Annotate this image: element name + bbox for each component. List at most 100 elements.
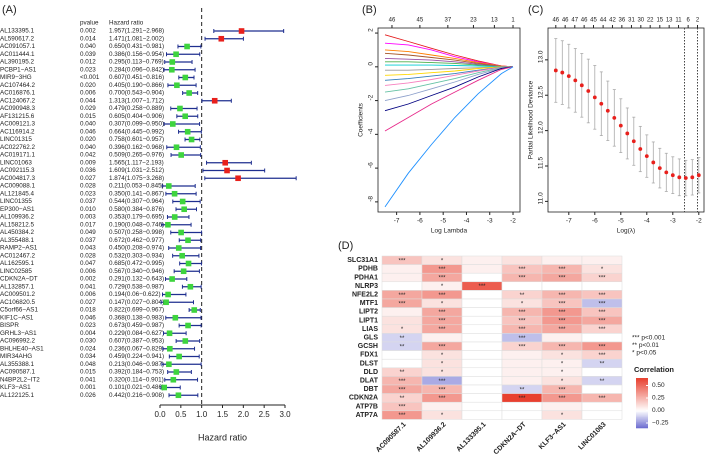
p-value: 0.015 [80, 113, 96, 120]
top-label: 46 [552, 18, 559, 24]
hr-label: 0.507(0.258−0.998) [109, 229, 164, 236]
star: *** [398, 293, 406, 299]
colorbar-step [636, 403, 648, 405]
row-label: LINC01315 [0, 136, 32, 143]
row-label: AC004817.3 [0, 175, 36, 182]
hr-point [185, 260, 192, 267]
column-label: KLF3−AS1 [538, 421, 568, 451]
hr-point [170, 376, 177, 383]
p-value: 0.046 [80, 128, 96, 135]
colorbar-step [636, 409, 648, 411]
hr-point [178, 152, 185, 158]
heat-cell [461, 384, 503, 394]
y-tick-label: 13.0 [538, 50, 545, 63]
row-label: AC092115.3 [0, 167, 35, 174]
p-value: 0.002 [80, 28, 96, 35]
heat-cell [461, 298, 503, 308]
star: * [441, 284, 444, 290]
p-value: 0.012 [80, 59, 96, 66]
colorbar-step [636, 378, 648, 380]
cv-point [670, 173, 675, 178]
p-value: 0.034 [80, 353, 96, 360]
row-label: AC009501.2 [0, 291, 36, 298]
star: *** [558, 387, 566, 393]
colorbar-step [636, 388, 648, 390]
hr-label: 0.229(0.084−0.627) [109, 330, 164, 337]
hr-label: 0.405(0.190−0.866) [109, 82, 164, 89]
row-label: LIAS [362, 326, 378, 333]
top-label: 11 [675, 18, 682, 24]
star: *** [598, 344, 606, 350]
p-value: 0.048 [80, 361, 96, 368]
cv-point [677, 175, 682, 180]
row-label: LIPT2 [359, 309, 378, 316]
hr-label: 0.607(0.451−0.816) [109, 74, 164, 81]
row-label: N4BP2L2−IT2 [0, 376, 40, 383]
p-value: 0.015 [80, 369, 96, 376]
hr-point [182, 338, 189, 344]
star: *** [598, 396, 606, 402]
row-label: AL132857.1 [0, 283, 34, 290]
x-tick-label: 1.5 [217, 410, 229, 419]
heat-cell [461, 272, 503, 283]
hr-point [171, 214, 178, 220]
column-label: CDKN2A−DT [493, 421, 529, 455]
star: * [601, 267, 604, 273]
hr-label: 0.194(0.06−0.622) [109, 291, 161, 298]
star: * [441, 370, 444, 376]
p-value: 0.020 [80, 136, 96, 143]
heat-cell [581, 333, 623, 343]
hr-label: 0.236(0.067−0.829) [109, 345, 164, 352]
top-label: 47 [571, 18, 578, 24]
star: *** [438, 396, 446, 402]
colorbar-step [636, 418, 648, 420]
x-tick-label: -4 [464, 218, 470, 225]
star: * [561, 379, 564, 385]
y-tick-label: -8 [368, 196, 375, 202]
hr-point [235, 175, 241, 182]
colorbar-label: 0.50 [652, 382, 665, 389]
hr-point [184, 43, 190, 50]
colorbar-step [636, 389, 648, 391]
row-label: AL158212.5 [0, 221, 34, 228]
star: ** [400, 396, 405, 402]
row-label: ATP7B [356, 403, 378, 410]
p-value: 0.002 [80, 276, 96, 283]
colorbar-step [636, 396, 648, 399]
hr-point [172, 314, 179, 321]
x-tick-label: -7 [394, 218, 400, 225]
cv-point [657, 166, 662, 171]
hr-label: 1.874(1.075−3.268) [109, 175, 164, 182]
star: ** [520, 293, 525, 299]
colorbar-label: 0.25 [652, 395, 665, 402]
heat-cell [461, 264, 503, 274]
row-label: AL121845.4 [0, 190, 34, 197]
row-label: AC096992.2 [0, 338, 36, 345]
p-value: 0.029 [80, 105, 96, 112]
colorbar-step [636, 410, 648, 413]
cv-point [566, 74, 571, 79]
row-label: GLS [364, 335, 379, 342]
star: *** [598, 353, 606, 359]
row-label: AC022762.2 [0, 144, 36, 151]
p-value: 0.028 [80, 183, 96, 190]
star: *** [518, 344, 526, 350]
star: * [441, 353, 444, 359]
p-value: 0.006 [80, 291, 96, 298]
heat-cell [581, 410, 623, 420]
heat-cell [461, 333, 503, 343]
hr-label: 0.567(0.340−0.946) [109, 268, 164, 275]
heat-cell [381, 307, 423, 317]
p-value: 0.004 [80, 330, 96, 337]
star: *** [398, 379, 406, 385]
row-label: BISPR [0, 322, 19, 329]
colorbar-label: −0.25 [652, 420, 669, 427]
heat-cell [461, 367, 503, 377]
row-label: PDHB [358, 266, 378, 273]
hr-point [169, 121, 176, 127]
heat-cell [381, 264, 423, 274]
star: * [521, 301, 524, 307]
star: *** [598, 310, 606, 316]
coef-path [384, 66, 514, 208]
hr-point [169, 276, 175, 282]
